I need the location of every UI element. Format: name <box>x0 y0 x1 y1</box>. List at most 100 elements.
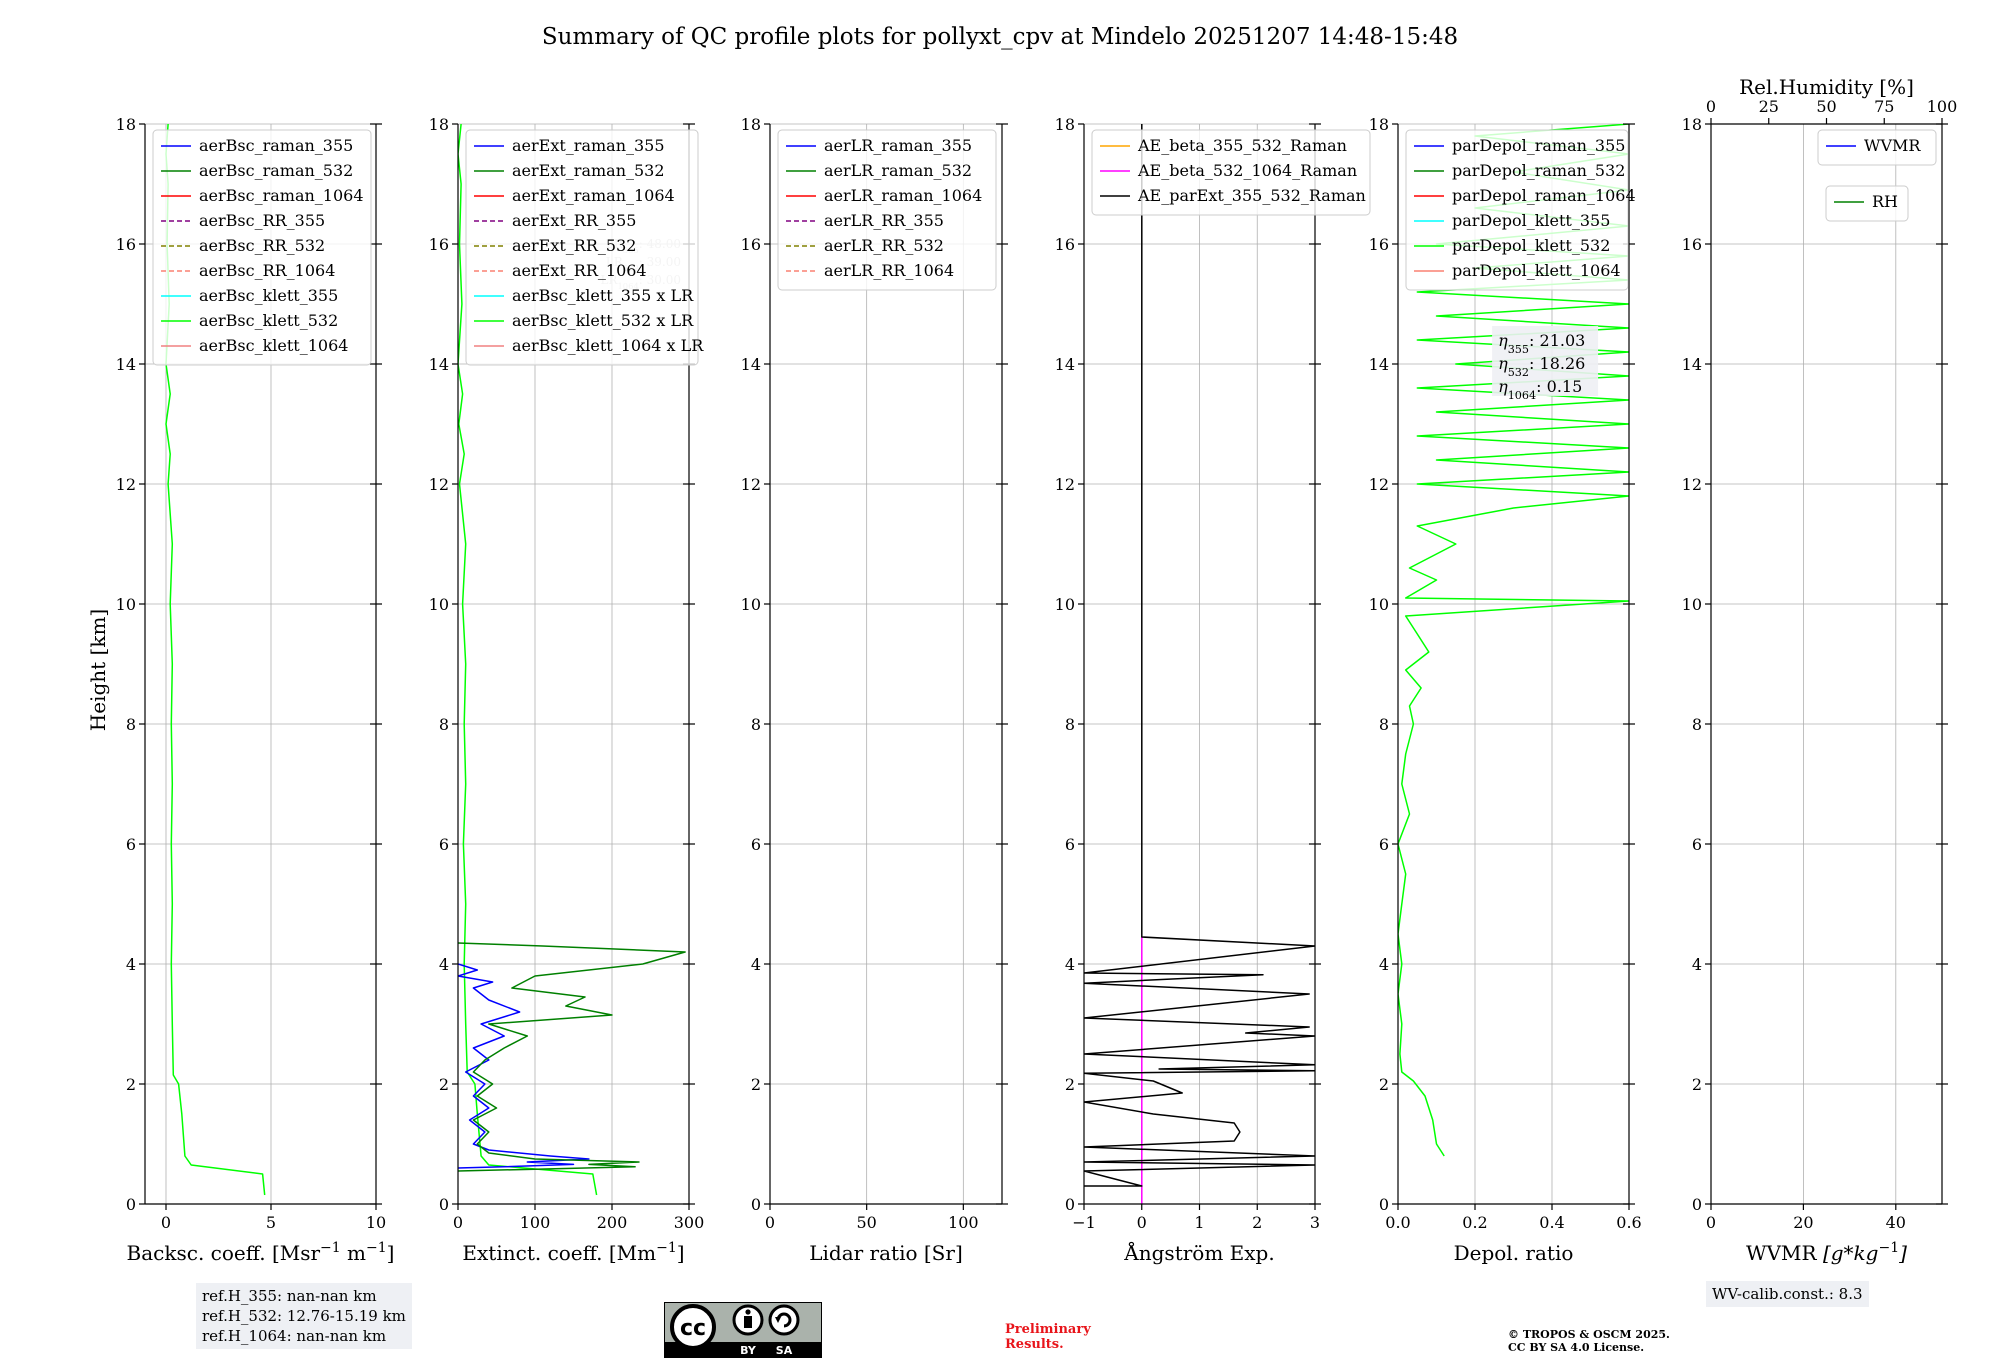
x-axis-label: Depol. ratio <box>1454 1241 1574 1265</box>
series-aerBsc_klett_532 x LR <box>458 124 598 1196</box>
copyright-note: © TROPOS & OSCM 2025. CC BY SA 4.0 Licen… <box>1508 1328 1670 1354</box>
preliminary-note: Preliminary Results. <box>1005 1322 1091 1352</box>
y-tick-label: 16 <box>1055 235 1075 254</box>
ref-height-355: ref.H_355: nan-nan km <box>202 1287 377 1305</box>
y-tick-label: 18 <box>116 115 136 134</box>
x-tick-label: 0 <box>765 1213 775 1232</box>
y-tick-label: 6 <box>126 835 136 854</box>
y-tick-label: 2 <box>751 1075 761 1094</box>
y-tick-label: 12 <box>429 475 449 494</box>
legend-label: parDepol_raman_1064 <box>1452 186 1636 205</box>
legend-label: AE_beta_532_1064_Raman <box>1137 161 1357 180</box>
legend-label: aerBsc_RR_1064 <box>199 261 335 280</box>
legend-label: aerBsc_klett_1064 x LR <box>512 336 704 355</box>
by-label: BY <box>740 1344 757 1357</box>
x-tick-label: 3 <box>1310 1213 1320 1232</box>
x-tick-label: 0 <box>1706 1213 1716 1232</box>
y-tick-label: 4 <box>1379 955 1389 974</box>
y-tick-label: 8 <box>1379 715 1389 734</box>
x-tick-label: 0.2 <box>1462 1213 1487 1232</box>
y-tick-label: 6 <box>751 835 761 854</box>
y-tick-label: 4 <box>439 955 449 974</box>
legend-label: AE_parExt_355_532_Raman <box>1137 186 1366 205</box>
y-tick-label: 4 <box>1692 955 1702 974</box>
legend-box <box>465 129 699 366</box>
y-tick-label: 14 <box>429 355 449 374</box>
top-tick-label: 75 <box>1874 97 1894 116</box>
x-tick-label: 100 <box>948 1213 979 1232</box>
panel-lr: 0 2 4 6 8 10 12 14 16 18 0 50 100 Lidar ratio [Sr] aer… <box>741 115 1008 1265</box>
y-tick-label: 6 <box>1065 835 1075 854</box>
y-tick-label: 12 <box>1055 475 1075 494</box>
y-tick-label: 0 <box>1379 1195 1389 1214</box>
x-axis-label: Backsc. coeff. [Msr−1 m−1] <box>127 1240 395 1265</box>
sa-label: SA <box>776 1344 793 1357</box>
y-tick-label: 18 <box>1055 115 1075 134</box>
legend-label: aerExt_RR_355 <box>512 211 636 230</box>
y-axis-label: Height [km] <box>86 609 110 731</box>
x-tick-label: 2 <box>1252 1213 1262 1232</box>
x-tick-label: 10 <box>366 1213 386 1232</box>
y-tick-label: 16 <box>429 235 449 254</box>
x-axis-label: Lidar ratio [Sr] <box>809 1241 963 1265</box>
top-tick-label: 100 <box>1927 97 1958 116</box>
y-tick-label: 14 <box>1055 355 1075 374</box>
y-tick-label: 12 <box>1682 475 1702 494</box>
y-tick-label: 8 <box>126 715 136 734</box>
legend-label: aerLR_RR_355 <box>824 211 944 230</box>
legend-label: aerBsc_raman_1064 <box>199 186 364 205</box>
y-tick-label: 10 <box>116 595 136 614</box>
top-axis-label: Rel.Humidity [%] <box>1739 75 1914 99</box>
y-tick-label: 0 <box>1692 1195 1702 1214</box>
legend-label: aerLR_RR_1064 <box>824 261 954 280</box>
y-tick-label: 8 <box>751 715 761 734</box>
legend-label: parDepol_klett_532 <box>1452 236 1610 255</box>
copyright-line-2: CC BY SA 4.0 License. <box>1508 1341 1645 1354</box>
legend-label: aerExt_raman_1064 <box>512 186 675 205</box>
y-tick-label: 6 <box>439 835 449 854</box>
legend-label: aerBsc_klett_532 x LR <box>512 311 694 330</box>
y-tick-label: 6 <box>1379 835 1389 854</box>
legend-label: aerLR_raman_355 <box>824 136 972 155</box>
top-tick-label: 0 <box>1706 97 1716 116</box>
wv-calib-constant: WV-calib.const.: 8.3 <box>1712 1285 1863 1303</box>
legend-label: aerBsc_klett_355 x LR <box>512 286 694 305</box>
y-tick-label: 2 <box>439 1075 449 1094</box>
y-tick-label: 14 <box>1682 355 1702 374</box>
y-tick-label: 16 <box>1682 235 1702 254</box>
eta-annotation-box <box>1492 326 1599 396</box>
legend-box <box>1405 129 1629 291</box>
ref-height-532: ref.H_532: 12.76-15.19 km <box>202 1307 406 1325</box>
x-tick-label: 1 <box>1194 1213 1204 1232</box>
legend-box <box>1817 129 1937 166</box>
x-tick-label: 40 <box>1886 1213 1906 1232</box>
x-tick-label: −1 <box>1072 1213 1096 1232</box>
eta-annotation: η1064: 0.15 <box>1498 377 1582 402</box>
legend-label: parDepol_raman_532 <box>1452 161 1625 180</box>
legend-label: aerExt_raman_355 <box>512 136 665 155</box>
ref-height-1064: ref.H_1064: nan-nan km <box>202 1327 387 1345</box>
copyright-line-1: © TROPOS & OSCM 2025. <box>1508 1328 1670 1341</box>
legend-label: AE_beta_355_532_Raman <box>1137 136 1347 155</box>
y-tick-label: 10 <box>1369 595 1389 614</box>
y-tick-label: 0 <box>751 1195 761 1214</box>
legend-label: parDepol_klett_355 <box>1452 211 1610 230</box>
y-tick-label: 12 <box>1369 475 1389 494</box>
sa-share-alike-icon <box>768 1304 800 1336</box>
legend-label: RH <box>1872 192 1898 211</box>
y-tick-label: 12 <box>741 475 761 494</box>
cc-by-sa-badge: cc BY SA <box>664 1302 822 1358</box>
y-tick-label: 10 <box>1055 595 1075 614</box>
cc-logo-text: cc <box>680 1316 706 1341</box>
y-tick-label: 0 <box>126 1195 136 1214</box>
figure-title: Summary of QC profile plots for pollyxt_… <box>542 24 1458 50</box>
legend-label: aerBsc_RR_532 <box>199 236 325 255</box>
legend-label: parDepol_raman_355 <box>1452 136 1625 155</box>
x-tick-label: 0 <box>161 1213 171 1232</box>
y-tick-label: 10 <box>1682 595 1702 614</box>
x-axis-label: Ångström Exp. <box>1123 1240 1274 1265</box>
top-tick-label: 25 <box>1759 97 1779 116</box>
